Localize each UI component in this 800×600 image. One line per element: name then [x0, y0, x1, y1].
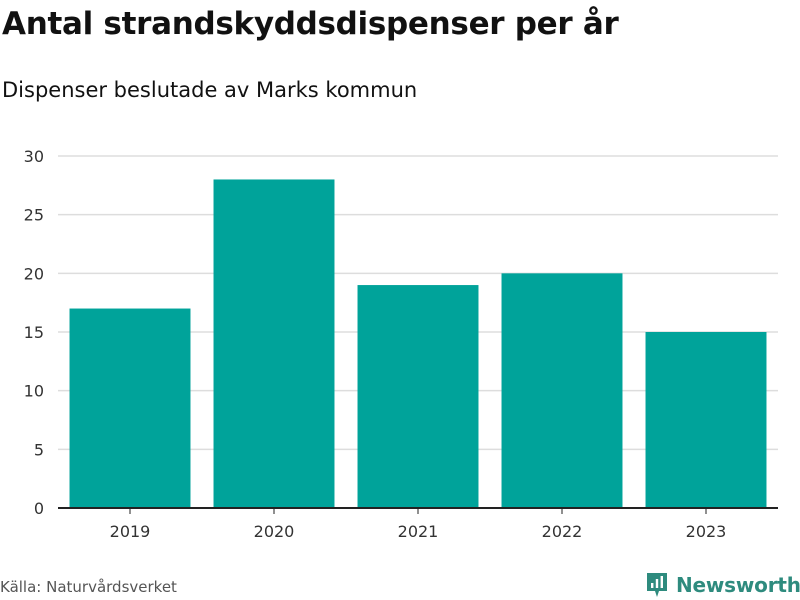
x-tick-label-2022: 2022	[542, 522, 583, 541]
x-tick-label-2019: 2019	[110, 522, 151, 541]
y-tick-label-20: 20	[24, 264, 44, 283]
bar-2019	[69, 308, 191, 508]
bar-chart: 0 5 10 15 20 25 30 2019 2020 2021 2022 2023	[24, 147, 778, 541]
bar-2022	[501, 273, 623, 508]
chart-subtitle: Dispenser beslutade av Marks kommun	[2, 78, 418, 102]
brand: Newsworthy	[645, 571, 800, 599]
y-tick-label-15: 15	[24, 323, 44, 342]
bar-2023	[645, 332, 767, 508]
y-tick-label-5: 5	[34, 440, 44, 459]
x-tick-label-2021: 2021	[398, 522, 439, 541]
source-note: Källa: Naturvårdsverket	[0, 578, 177, 596]
chart-title: Antal strandskyddsdispenser per år	[2, 6, 619, 42]
x-tick-label-2020: 2020	[254, 522, 295, 541]
y-tick-label-25: 25	[24, 206, 44, 225]
axes: 0 5 10 15 20 25 30 2019 2020 2021 2022 2023	[24, 147, 778, 541]
bars	[69, 179, 767, 508]
bar-2021	[357, 285, 479, 508]
y-tick-label-10: 10	[24, 382, 44, 401]
y-tick-label-30: 30	[24, 147, 44, 166]
brand-name: Newsworthy	[676, 573, 800, 597]
newsworthy-logo-icon	[647, 573, 667, 597]
bar-2020	[213, 179, 335, 508]
x-tick-label-2023: 2023	[686, 522, 727, 541]
y-tick-label-0: 0	[34, 499, 44, 518]
